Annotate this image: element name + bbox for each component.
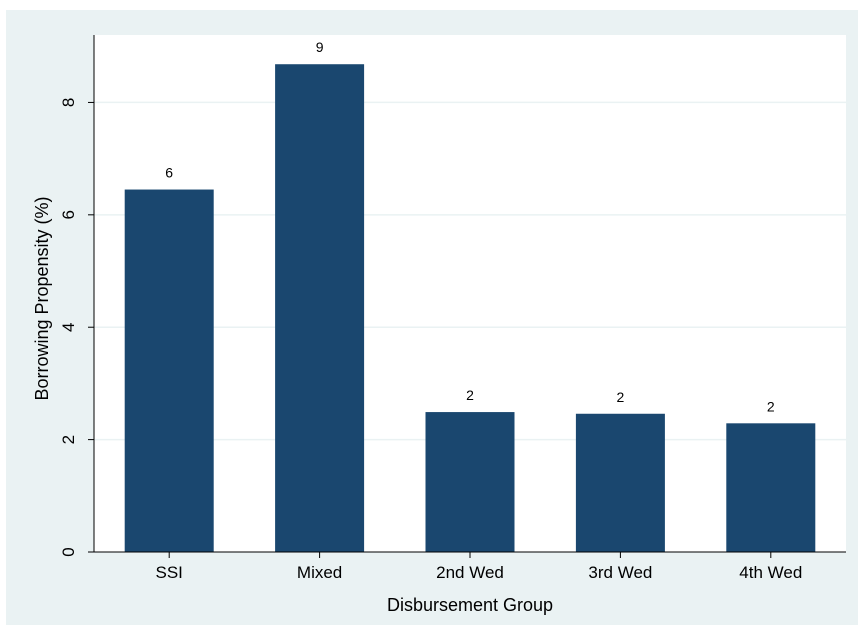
- bar-3: [575, 413, 665, 552]
- bar-2: [425, 412, 515, 552]
- y-tick-label-0: 0: [59, 547, 78, 556]
- y-tick-label-2: 4: [59, 322, 78, 331]
- y-tick-label-3: 6: [59, 210, 78, 219]
- bar-value-label-3: 2: [617, 389, 625, 405]
- x-axis-ticks: SSI Mixed 2nd Wed 3rd Wed 4th Wed: [155, 552, 802, 582]
- x-tick-label-0: SSI: [155, 563, 182, 582]
- bar-value-label-1: 9: [316, 39, 324, 55]
- bar-4: [726, 423, 816, 552]
- y-tick-label-1: 2: [59, 435, 78, 444]
- y-axis-title: Borrowing Propensity (%): [32, 196, 52, 400]
- bar-data-labels: 6 9 2 2 2: [165, 39, 775, 414]
- bar-value-label-4: 2: [767, 398, 775, 414]
- x-tick-label-4: 4th Wed: [739, 563, 802, 582]
- x-tick-label-2: 2nd Wed: [436, 563, 504, 582]
- y-axis-ticks: 0 2 4 6 8: [59, 98, 94, 557]
- y-tick-label-4: 8: [59, 98, 78, 107]
- x-tick-label-3: 3rd Wed: [588, 563, 652, 582]
- x-tick-label-1: Mixed: [297, 563, 342, 582]
- bars: [124, 64, 816, 553]
- bar-value-label-2: 2: [466, 387, 474, 403]
- bar-value-label-0: 6: [165, 165, 173, 181]
- bar-0: [124, 189, 214, 553]
- bar-1: [275, 64, 365, 552]
- x-axis-title: Disbursement Group: [387, 595, 553, 615]
